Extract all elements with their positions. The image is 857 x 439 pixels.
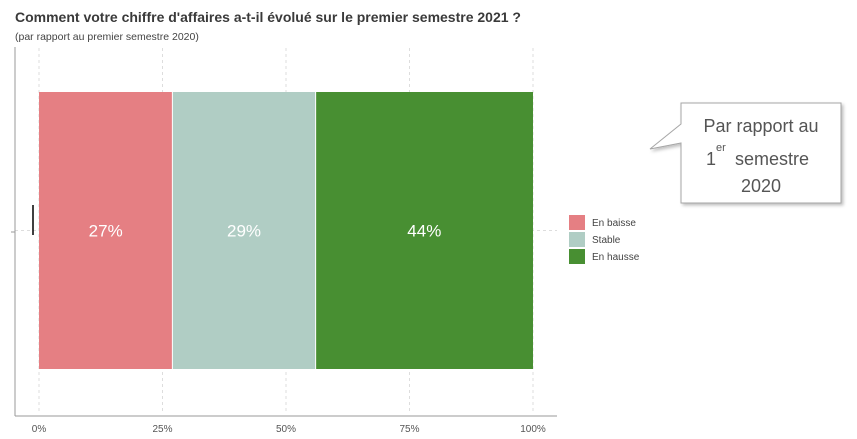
x-tick-label-0: 0% — [32, 424, 47, 435]
callout-superscript: er — [716, 142, 726, 154]
legend-label-2: En hausse — [592, 252, 640, 263]
callout-box: Par rapport au 1 er semestre 2020 — [649, 102, 842, 204]
callout-word: semestre — [735, 149, 809, 169]
data-labels: 27% 29% 44% — [89, 222, 442, 241]
callout-number: 1 — [706, 149, 716, 169]
chart-title: Comment votre chiffre d'affaires a-t-il … — [15, 9, 521, 25]
callout-line-1: Par rapport au — [703, 116, 818, 136]
data-label-2: 44% — [407, 222, 441, 241]
chart-subtitle: (par rapport au premier semestre 2020) — [15, 31, 199, 43]
bar-segment-0 — [39, 92, 173, 369]
legend-label-0: En baisse — [592, 218, 636, 229]
legend-swatch-0 — [569, 215, 585, 230]
x-tick-label-4: 100% — [520, 424, 546, 435]
x-tick-label-3: 75% — [399, 424, 419, 435]
x-tick-label-2: 50% — [276, 424, 296, 435]
legend-swatch-2 — [569, 249, 585, 264]
data-label-0: 27% — [89, 222, 123, 241]
bar-segment-1 — [172, 92, 316, 369]
x-tick-label-1: 25% — [152, 424, 172, 435]
bar-segment-2 — [315, 92, 533, 369]
legend: En baisse Stable En hausse — [569, 215, 640, 264]
x-tick-labels: 0% 25% 50% 75% 100% — [32, 424, 546, 435]
legend-label-1: Stable — [592, 235, 621, 246]
bar-segments — [39, 92, 533, 369]
data-label-1: 29% — [227, 222, 261, 241]
callout-shape — [649, 102, 842, 204]
legend-swatch-1 — [569, 232, 585, 247]
callout-line-3: 2020 — [741, 176, 781, 196]
